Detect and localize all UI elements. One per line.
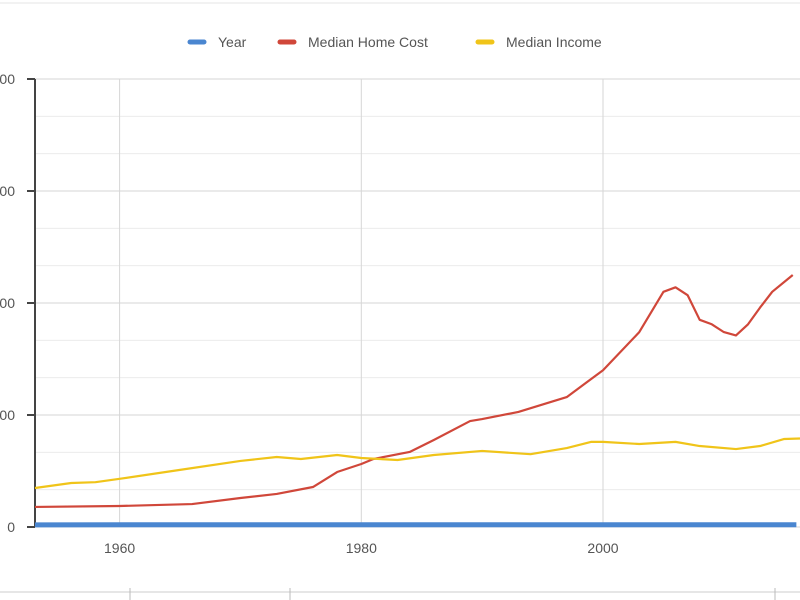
legend-label: Median Home Cost — [308, 34, 428, 50]
x-tick-label: 1960 — [104, 540, 135, 556]
legend-label: Median Income — [506, 34, 602, 50]
legend-item-median-home-cost[interactable]: Median Home Cost — [277, 34, 428, 50]
range-strip[interactable] — [0, 588, 800, 600]
y-tick-label: 200000 — [0, 295, 15, 311]
series-lines — [34, 274, 800, 528]
y-tick-label: 400000 — [0, 71, 15, 87]
x-tick-label: 2000 — [587, 540, 618, 556]
legend-label: Year — [218, 34, 247, 50]
legend-item-year[interactable]: Year — [187, 34, 247, 50]
x-tick-label: 1980 — [346, 540, 377, 556]
legend-item-median-income[interactable]: Median Income — [475, 34, 602, 50]
axes: 0 100000 200000 300000 400000 1960 1980 2000 — [0, 71, 619, 556]
y-tick-label: 300000 — [0, 183, 15, 199]
y-tick-label: 0 — [7, 519, 15, 535]
y-tick-label: 100000 — [0, 407, 15, 423]
legend: Year Median Home Cost Median Income — [187, 34, 602, 50]
series-line-median-home-cost — [34, 274, 794, 509]
gridlines — [35, 78, 800, 528]
series-line-median-income — [34, 437, 800, 490]
